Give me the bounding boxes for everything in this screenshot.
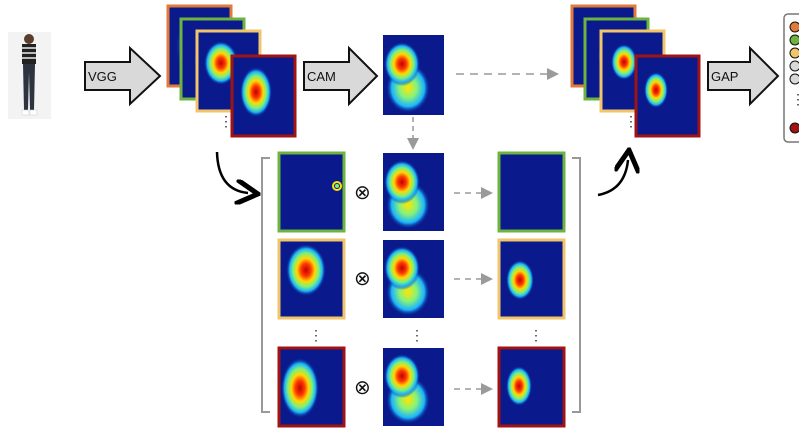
row-green: ⊗	[277, 151, 566, 233]
score-circle-green	[789, 34, 799, 46]
feature-map-stack: ⋮	[166, 4, 297, 138]
row-yellow: ⊗	[277, 238, 566, 320]
class-score-column: ⋮	[783, 13, 799, 143]
score-circle-yellow	[789, 47, 799, 59]
left-bracket	[261, 157, 270, 413]
multiply-symbol-1: ⊗	[354, 182, 371, 204]
row-ellipsis-left: ⋮	[309, 327, 323, 343]
row-red: ⊗	[277, 346, 566, 428]
multiply-symbol-3: ⊗	[354, 377, 371, 399]
right-bracket	[572, 157, 581, 413]
score-circle-gray-1	[789, 60, 799, 72]
row-ellipsis-middle: ⋮	[410, 327, 424, 343]
feature-map-red	[230, 54, 297, 138]
multiply-symbol-2: ⊗	[354, 268, 371, 290]
curved-arrow-left	[215, 151, 248, 193]
row-ellipsis-right: ⋮	[529, 327, 543, 343]
score-circle-gray-2	[789, 73, 799, 85]
curved-arrow-right	[597, 160, 628, 197]
cam-label: CAM	[307, 69, 336, 84]
gap-arrow: GAP	[707, 45, 780, 107]
cam-map	[383, 35, 444, 115]
score-circle-red	[789, 122, 799, 134]
vgg-arrow: VGG	[84, 45, 162, 107]
score-circle-orange	[789, 21, 799, 33]
output-map-stack: ⋮	[570, 4, 701, 138]
stack-ellipsis: ⋮	[219, 113, 233, 129]
input-photo	[8, 32, 51, 119]
output-stack-ellipsis: ⋮	[624, 113, 638, 129]
vgg-label: VGG	[88, 69, 117, 84]
cam-arrow: CAM	[303, 45, 379, 107]
score-ellipsis: ⋮	[791, 91, 799, 107]
output-map-red	[634, 54, 701, 138]
gap-label: GAP	[711, 69, 738, 84]
